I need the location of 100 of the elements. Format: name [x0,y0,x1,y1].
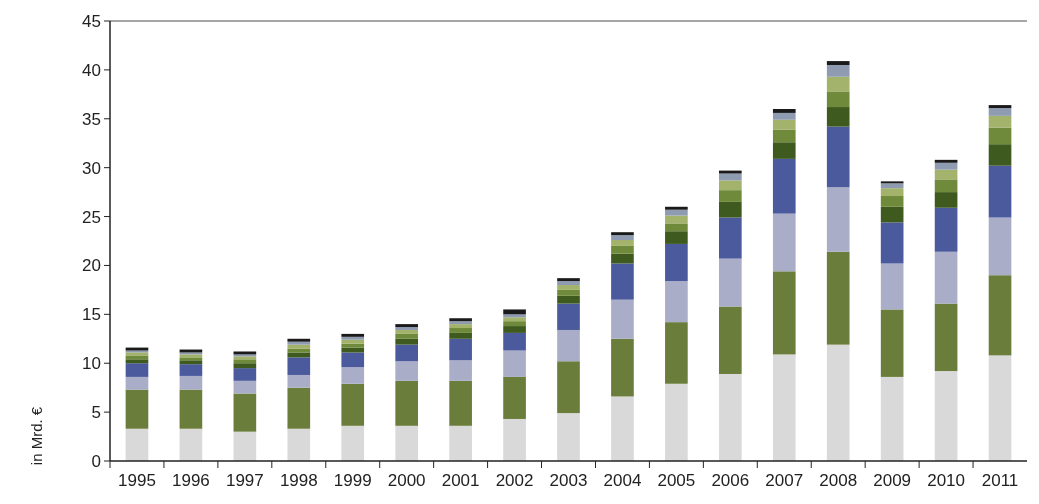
bar [772,158,796,214]
y-tick-label: 40 [82,60,101,80]
bar [880,183,904,189]
bar [826,61,850,65]
bar [772,109,796,113]
x-tick-label: 2009 [873,471,912,490]
bar [611,235,634,241]
bar [880,376,904,461]
x-tick-label: 2007 [765,471,804,490]
bar [772,354,796,461]
bar [934,159,958,163]
bar [449,328,472,333]
x-tick-label: 2002 [495,471,534,490]
x-tick-label: 1995 [118,471,156,490]
bar [934,162,958,170]
bar [719,306,742,374]
bar [719,201,742,218]
bar [233,393,257,432]
bar [233,368,257,381]
bar [772,129,796,143]
bar [287,387,311,429]
bar [826,65,850,77]
bar [341,343,365,348]
x-tick-label: 2000 [387,471,426,490]
bar [988,144,1012,166]
y-tick-label: 30 [82,158,101,178]
bar [179,428,203,461]
bar [611,263,634,300]
bar [988,275,1012,356]
bar [557,295,580,304]
bar [826,344,850,461]
x-tick-label: 2005 [657,471,696,490]
bar [125,376,149,390]
y-axis-title: in Mrd. € [28,406,45,466]
bar [503,309,526,315]
bar [772,119,796,130]
bar [233,431,257,461]
bar [503,332,526,351]
bar [665,209,688,216]
x-tick-label: 1997 [225,471,264,490]
bar [557,361,580,414]
y-tick-label: 25 [82,207,101,227]
x-tick-label: 2008 [819,471,858,490]
bar [233,380,257,394]
bar [988,127,1012,145]
bar [665,215,688,224]
bar [125,363,149,377]
bar [125,355,149,360]
bar [395,344,418,362]
x-tick-label: 1998 [279,471,318,490]
bar [449,380,472,426]
bar [557,289,580,296]
bar [826,187,850,252]
bar [125,359,149,364]
bar [880,309,904,377]
bar [557,329,580,362]
bar [449,338,472,361]
bar [179,375,203,390]
x-tick-label: 2001 [441,471,480,490]
bar [503,350,526,377]
x-tick-label: 2010 [927,471,965,490]
bar [880,206,904,223]
bar [772,271,796,355]
bar [287,357,311,375]
bar [934,179,958,193]
bar [934,251,958,304]
bar [287,352,311,358]
bar [665,322,688,384]
x-tick-label: 2004 [603,471,642,490]
bar [557,413,580,461]
bar [772,213,796,272]
x-tick-label: 2006 [711,471,750,490]
bar [665,231,688,244]
bar [449,360,472,381]
bar [719,170,742,174]
bar [665,281,688,323]
bar [503,314,526,318]
bar [988,355,1012,461]
x-tick-label: 1996 [172,471,210,490]
bar [341,383,365,426]
bar [503,317,526,322]
y-tick-label: 35 [82,109,101,129]
bar [449,332,472,339]
bar [719,373,742,461]
bar [395,329,418,334]
y-tick-label: 10 [82,354,101,374]
bar [179,389,203,429]
x-tick-label: 2003 [549,471,588,490]
bar [826,91,850,108]
bar [611,253,634,264]
y-tick-label: 0 [91,451,101,471]
bar [934,303,958,372]
bar [988,115,1012,128]
bar [341,339,365,344]
bar [772,112,796,120]
bar [179,364,203,376]
bar [449,324,472,329]
bar [826,76,850,92]
bar [395,380,418,426]
bar [880,196,904,207]
